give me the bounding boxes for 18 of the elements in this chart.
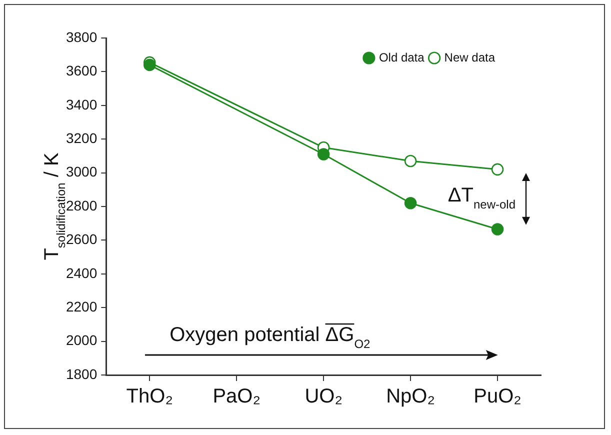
y-tick-label: 3800 — [66, 28, 98, 45]
y-tick-label: 2400 — [66, 264, 98, 281]
legend-label: New data — [444, 50, 496, 64]
y-tick-label: 2600 — [66, 231, 98, 248]
y-tick-label: 3000 — [66, 164, 98, 180]
y-tick-label: 2800 — [66, 197, 98, 214]
y-tick-label: 1800 — [66, 366, 98, 382]
x-tick-label: UO₂ — [304, 386, 342, 408]
y-tick-label: 2200 — [66, 298, 98, 314]
y-tick-label: 3200 — [66, 130, 98, 146]
x-tick-label: PaO₂ — [212, 386, 260, 408]
x-tick-label: PuO₂ — [474, 386, 522, 408]
x-tick-label: ThO₂ — [126, 386, 173, 408]
legend-label: Old data — [378, 50, 425, 64]
x-tick-label: NpO₂ — [386, 386, 435, 408]
y-tick-label: 2000 — [66, 332, 98, 348]
y-tick-label: 3600 — [66, 62, 98, 79]
y-tick-label: 3400 — [66, 96, 98, 112]
